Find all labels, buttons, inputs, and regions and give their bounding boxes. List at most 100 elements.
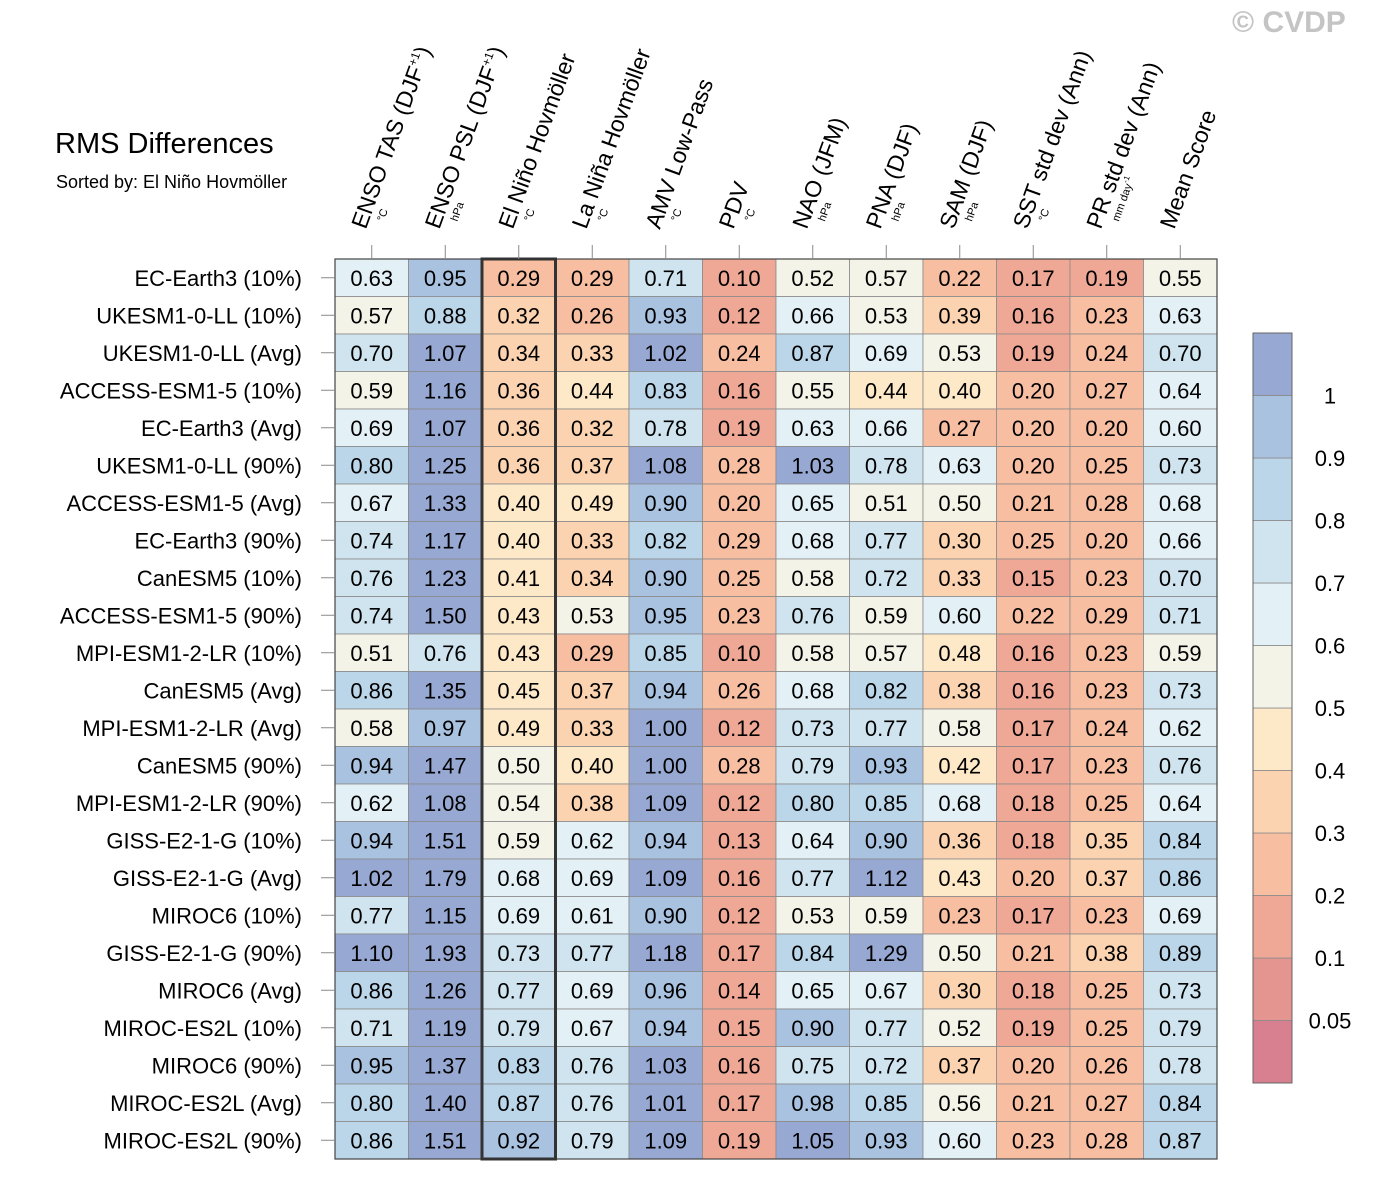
cell-value: 1.09 xyxy=(644,1128,687,1153)
heatmap-cell xyxy=(334,1008,409,1047)
cell-value: 0.93 xyxy=(865,753,908,778)
colorbar-swatch xyxy=(1252,582,1293,646)
cell-value: 0.65 xyxy=(791,978,834,1003)
heatmap-cell xyxy=(1143,408,1218,447)
cell-value: 1.51 xyxy=(424,828,467,853)
heatmap-cell xyxy=(408,1008,483,1047)
heatmap-cell xyxy=(408,896,483,935)
cell-value: 0.48 xyxy=(938,641,981,666)
cell-value: 0.39 xyxy=(938,303,981,328)
cell-value: 1.08 xyxy=(424,791,467,816)
cell-value: 0.38 xyxy=(571,791,614,816)
heatmap-cell xyxy=(775,633,850,672)
cell-value: 1.17 xyxy=(424,528,467,553)
cell-value: 0.72 xyxy=(865,566,908,591)
heatmap-cell xyxy=(1143,258,1218,297)
cell-value: 0.85 xyxy=(865,791,908,816)
heatmap-cell xyxy=(481,783,556,822)
heatmap-cell xyxy=(481,558,556,597)
column-unit: °C xyxy=(743,207,759,223)
heatmap-cell xyxy=(628,783,703,822)
colorbar-label: 0.4 xyxy=(1315,759,1346,784)
cell-value: 0.77 xyxy=(791,866,834,891)
cell-value: 0.12 xyxy=(718,303,761,328)
cell-value: 0.80 xyxy=(350,453,393,478)
cell-value: 0.79 xyxy=(1159,1016,1202,1041)
cell-value: 0.73 xyxy=(791,716,834,741)
heatmap-cell xyxy=(1069,896,1144,935)
cell-value: 0.64 xyxy=(1159,791,1202,816)
cell-value: 0.79 xyxy=(791,753,834,778)
heatmap-cell xyxy=(702,521,777,560)
heatmap-cell xyxy=(334,371,409,410)
cell-value: 0.85 xyxy=(644,641,687,666)
cell-value: 0.67 xyxy=(865,978,908,1003)
chart-subtitle: Sorted by: El Niño Hovmöller xyxy=(56,172,288,192)
cell-value: 0.30 xyxy=(938,978,981,1003)
heatmap-cell xyxy=(702,1083,777,1122)
cell-value: 0.77 xyxy=(571,941,614,966)
heatmap-cell xyxy=(408,746,483,785)
heatmap-cell xyxy=(775,746,850,785)
colorbar-label: 0.6 xyxy=(1315,634,1346,659)
heatmap-cell xyxy=(408,1121,483,1160)
cell-value: 1.35 xyxy=(424,678,467,703)
cell-value: 0.58 xyxy=(791,641,834,666)
heatmap-cell xyxy=(628,483,703,522)
heatmap-cell xyxy=(775,296,850,335)
heatmap-cell xyxy=(555,408,630,447)
heatmap-cell xyxy=(996,633,1071,672)
colorbar-label: 0.5 xyxy=(1315,696,1346,721)
colorbar-label: 0.1 xyxy=(1315,946,1346,971)
row-label: UKESM1-0-LL (10%) xyxy=(96,303,302,328)
heatmap-cell xyxy=(555,783,630,822)
heatmap-cell xyxy=(996,483,1071,522)
cell-value: 0.79 xyxy=(571,1128,614,1153)
heatmap-cell xyxy=(775,708,850,747)
heatmap-cell xyxy=(1143,633,1218,672)
heatmap-cell xyxy=(775,1083,850,1122)
cell-value: 0.53 xyxy=(938,341,981,366)
cell-value: 1.40 xyxy=(424,1091,467,1116)
cell-value: 0.77 xyxy=(865,528,908,553)
colorbar-swatch xyxy=(1252,895,1293,959)
row-label: CanESM5 (Avg) xyxy=(143,678,302,703)
heatmap-cell xyxy=(1069,1046,1144,1085)
cell-value: 0.23 xyxy=(1085,641,1128,666)
heatmap-cell xyxy=(849,821,924,860)
colorbar-swatch xyxy=(1252,457,1293,521)
cell-value: 0.73 xyxy=(497,941,540,966)
heatmap-cell xyxy=(555,1083,630,1122)
cell-value: 0.94 xyxy=(644,678,687,703)
cell-value: 0.69 xyxy=(571,978,614,1003)
cell-value: 0.19 xyxy=(1012,1016,1055,1041)
heatmap-cell xyxy=(775,1046,850,1085)
heatmap-cell xyxy=(702,708,777,747)
cell-value: 0.32 xyxy=(497,303,540,328)
heatmap-cell xyxy=(996,783,1071,822)
cell-value: 0.28 xyxy=(718,753,761,778)
chart-title: RMS Differences xyxy=(55,128,274,160)
cell-value: 0.59 xyxy=(865,603,908,628)
heatmap-cell xyxy=(922,521,997,560)
heatmap-cell xyxy=(922,596,997,635)
cell-value: 0.14 xyxy=(718,978,761,1003)
cell-value: 0.37 xyxy=(571,453,614,478)
cell-value: 0.17 xyxy=(1012,753,1055,778)
cell-value: 0.68 xyxy=(938,791,981,816)
heatmap-cell xyxy=(702,671,777,710)
cell-value: 0.25 xyxy=(1085,978,1128,1003)
heatmap-cell xyxy=(1143,1008,1218,1047)
heatmap-cell xyxy=(996,521,1071,560)
heatmap-cell xyxy=(849,596,924,635)
cell-value: 0.44 xyxy=(571,378,614,403)
cell-value: 0.12 xyxy=(718,903,761,928)
cell-value: 0.94 xyxy=(350,753,393,778)
cell-value: 1.03 xyxy=(791,453,834,478)
heatmap-cell xyxy=(1069,1008,1144,1047)
cell-value: 0.86 xyxy=(350,978,393,1003)
cell-value: 0.77 xyxy=(865,716,908,741)
row-label: ACCESS-ESM1-5 (90%) xyxy=(60,603,302,628)
heatmap-cell xyxy=(1069,1121,1144,1160)
cell-value: 1.00 xyxy=(644,753,687,778)
